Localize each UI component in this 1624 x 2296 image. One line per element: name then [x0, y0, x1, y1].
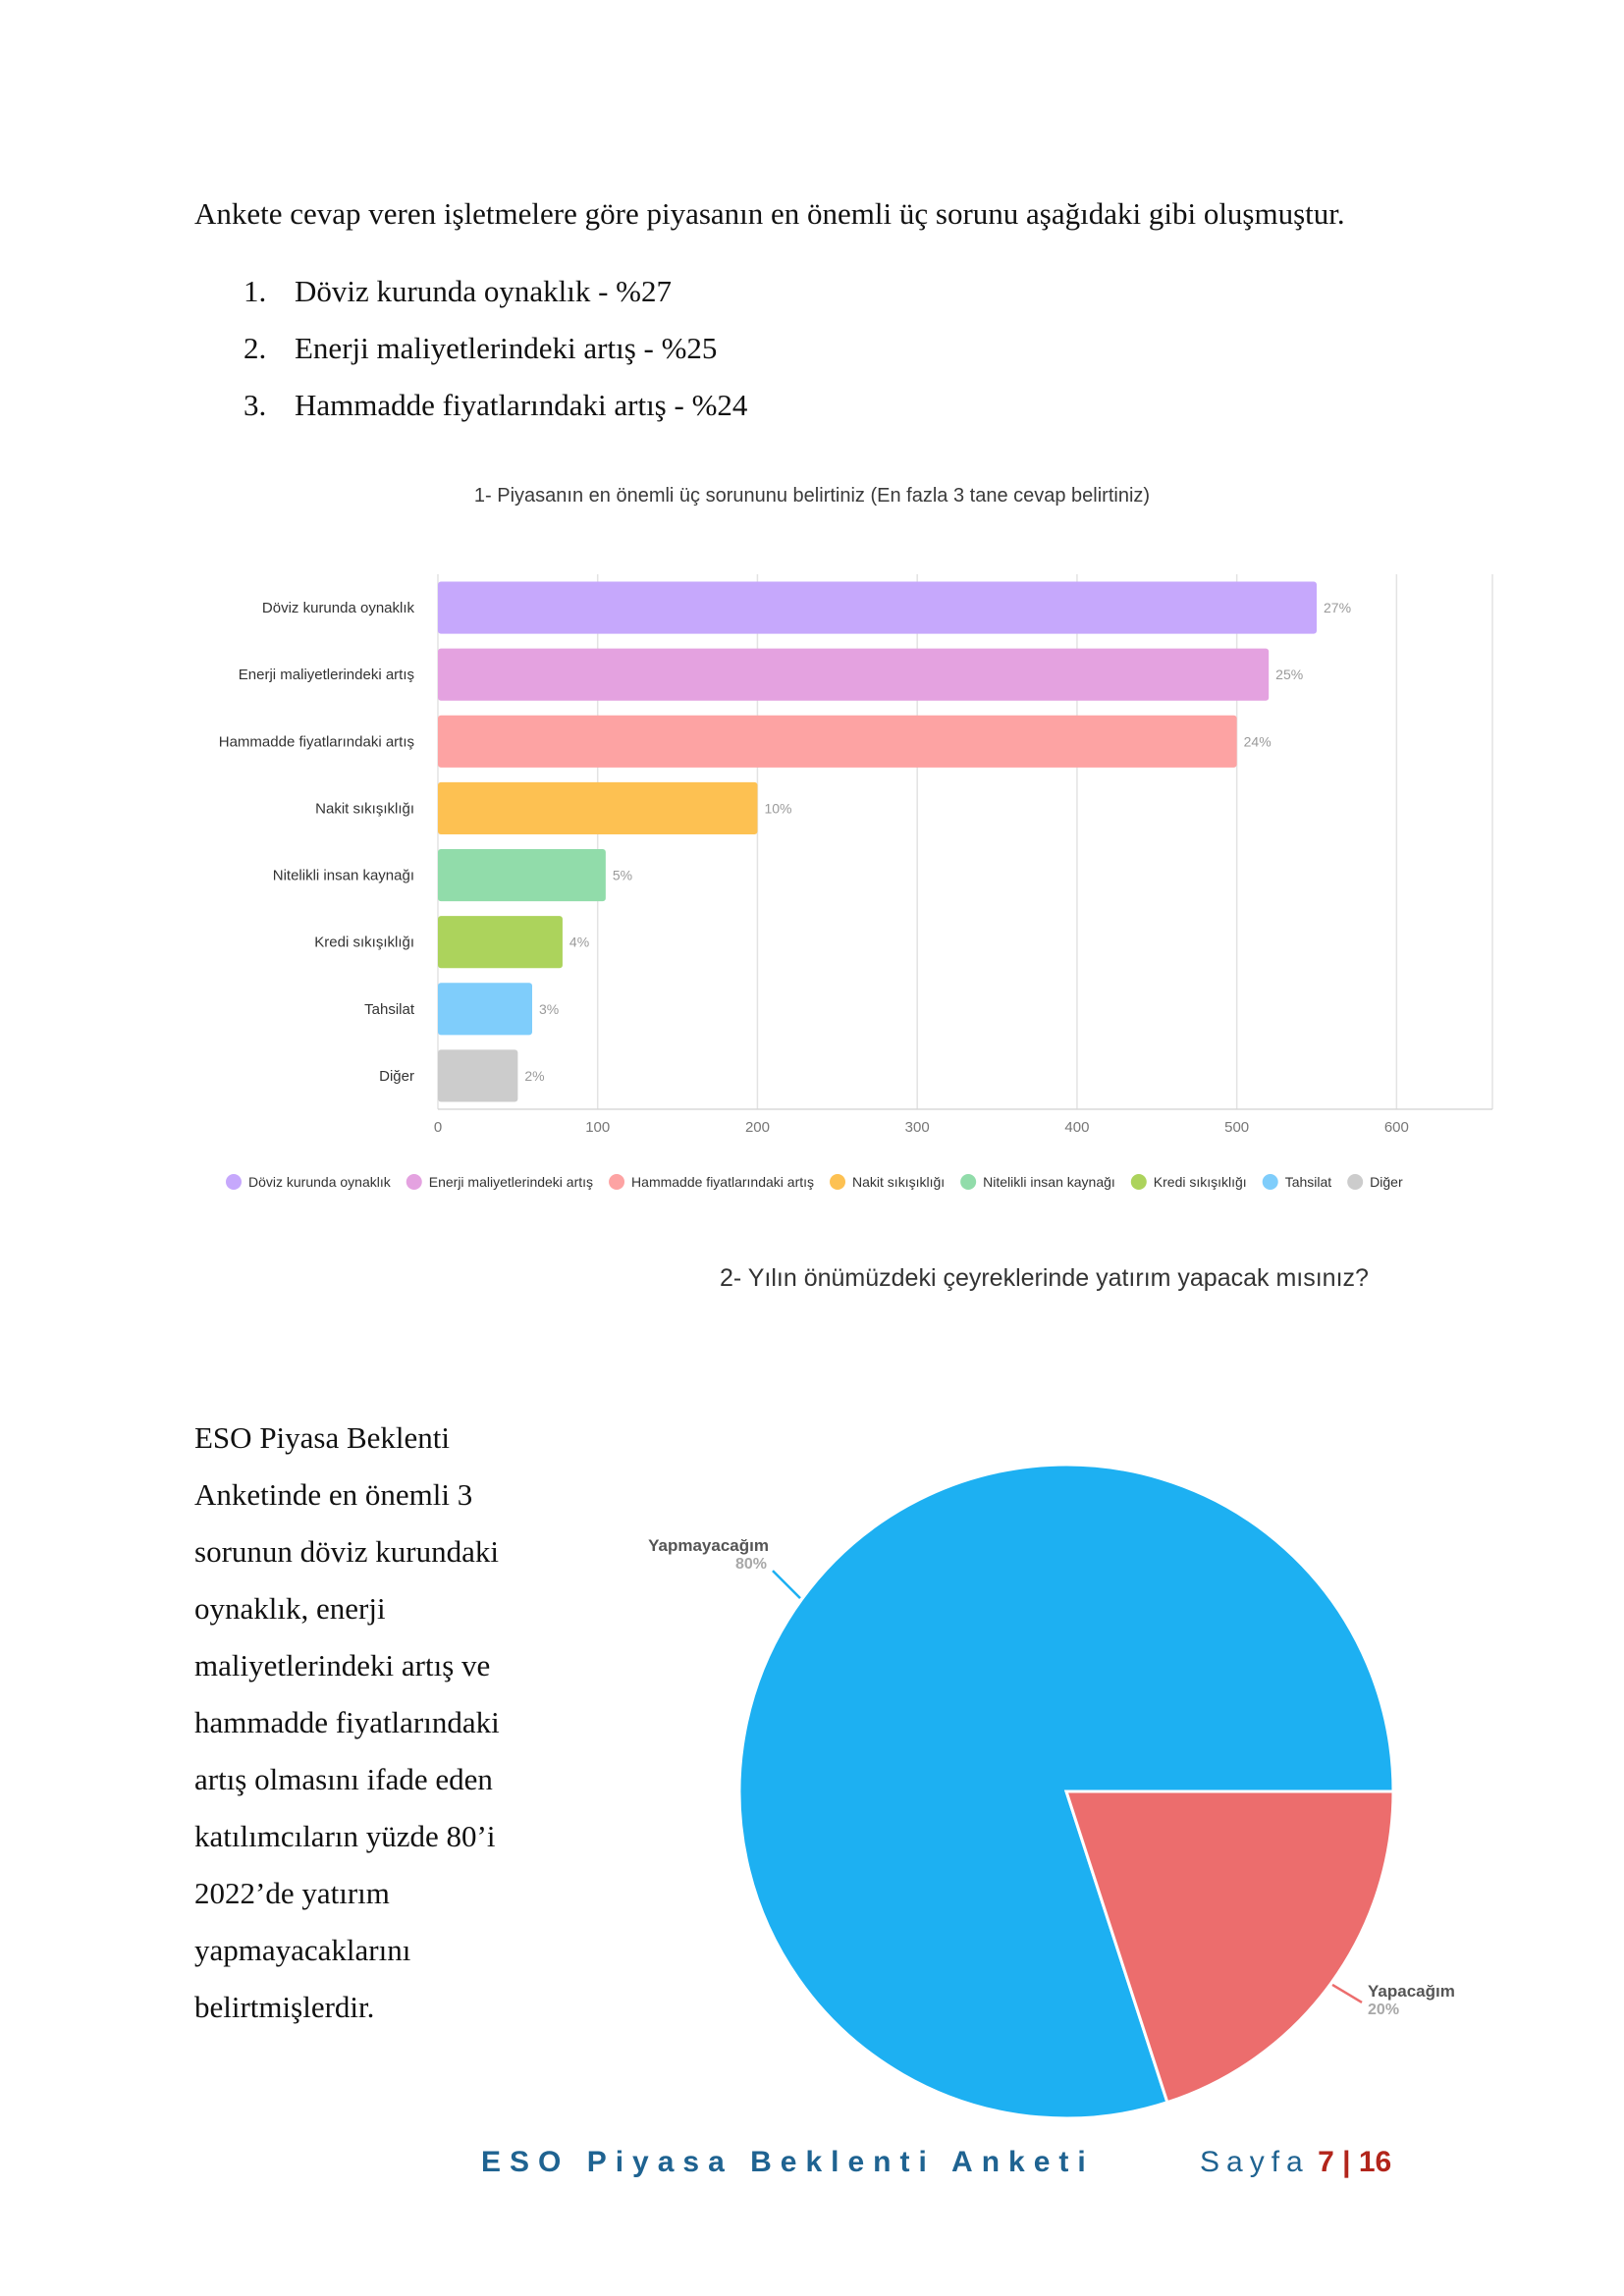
legend-entry: Nitelikli insan kaynağı — [983, 1174, 1115, 1190]
footer-separator: | — [1342, 2146, 1351, 2178]
legend-marker — [1347, 1174, 1364, 1190]
top-issues-list: 1. Döviz kurunda oynaklık - %27 2. Enerji … — [244, 270, 747, 441]
legend-marker — [830, 1174, 846, 1190]
bar — [438, 1049, 518, 1102]
data-label: 24% — [1244, 733, 1272, 749]
data-label: 10% — [764, 800, 791, 816]
x-tick-label: 0 — [434, 1119, 442, 1136]
legend-marker — [1130, 1174, 1147, 1190]
list-number: 2. — [244, 331, 267, 365]
legend-marker — [406, 1174, 422, 1190]
legend-marker — [960, 1174, 977, 1190]
bar — [438, 715, 1237, 768]
list-item: 2. Enerji maliyetlerindeki artış - %25 — [244, 327, 747, 384]
category-label: Enerji maliyetlerindeki artış — [239, 667, 414, 683]
category-label: Tahsilat — [364, 1001, 415, 1018]
data-label: 2% — [524, 1068, 544, 1084]
pie-chart-title: 2- Yılın önümüzdeki çeyreklerinde yatırı… — [720, 1264, 1369, 1292]
x-tick-label: 600 — [1384, 1119, 1409, 1136]
footer-current-page: 7 — [1318, 2146, 1334, 2178]
category-label: Döviz kurunda oynaklık — [262, 600, 415, 616]
bar-chart: 0 100 200 300 400 500 600 Döviz kurunda oynaklı… — [219, 574, 1493, 1190]
legend-entry: Nakit sıkışıklığı — [852, 1174, 945, 1190]
data-label: 3% — [539, 1001, 559, 1017]
legend-entry: Hammadde fiyatlarındaki artış — [631, 1174, 814, 1190]
legend-marker — [609, 1174, 625, 1190]
data-label: 5% — [613, 868, 632, 883]
list-text: Döviz kurunda oynaklık - %27 — [295, 274, 672, 308]
category-label: Hammadde fiyatlarındaki artış — [219, 733, 414, 750]
x-tick-label: 300 — [905, 1119, 930, 1136]
bar — [438, 983, 533, 1036]
leader-line — [1331, 1983, 1363, 2003]
x-tick-label: 400 — [1064, 1119, 1089, 1136]
data-label: 4% — [569, 934, 589, 950]
footer-page-number: Sayfa 7 | 16 — [1200, 2146, 1391, 2179]
x-tick-label: 100 — [585, 1119, 610, 1136]
pie-slice — [1063, 1789, 1395, 2105]
legend-entry: Döviz kurunda oynaklık — [248, 1174, 392, 1190]
footer-page-label: Sayfa — [1200, 2146, 1310, 2178]
slice-label: Yapmayacağım — [648, 1536, 769, 1555]
legend-entry: Enerji maliyetlerindeki artış — [429, 1174, 593, 1190]
bar — [438, 916, 563, 969]
leader-line — [772, 1570, 801, 1599]
data-label: 27% — [1324, 600, 1351, 615]
slice-label: Yapacağım — [1368, 1982, 1455, 2001]
list-number: 3. — [244, 388, 267, 422]
category-label: Nakit sıkışıklığı — [315, 800, 414, 817]
legend-entry: Tahsilat — [1285, 1174, 1332, 1190]
x-tick-label: 500 — [1224, 1119, 1249, 1136]
slice-percent-label: 80% — [735, 1556, 767, 1573]
data-label: 25% — [1275, 667, 1303, 682]
bar — [438, 848, 606, 902]
bar — [438, 581, 1317, 634]
bar — [438, 781, 758, 835]
bar — [438, 648, 1270, 701]
intro-paragraph: Ankete cevap veren işletmelere göre piya… — [194, 196, 1345, 231]
footer-title: ESO Piyasa Beklenti Anketi — [481, 2146, 1095, 2178]
bar-chart-title: 1- Piyasanın en önemli üç sorununu belir… — [473, 485, 1151, 507]
category-label: Diğer — [379, 1068, 414, 1085]
category-label: Kredi sıkışıklığı — [314, 934, 414, 951]
slice-percent-label: 20% — [1368, 2002, 1399, 2018]
side-paragraph: ESO Piyasa Beklenti Anketinde en önemli … — [194, 1420, 500, 2024]
list-text: Hammadde fiyatlarındaki artış - %24 — [295, 388, 748, 422]
legend-entry: Kredi sıkışıklığı — [1154, 1174, 1247, 1190]
list-item: 3. Hammadde fiyatlarındaki artış - %24 — [244, 384, 747, 441]
list-number: 1. — [244, 274, 267, 308]
list-item: 1. Döviz kurunda oynaklık - %27 — [244, 270, 747, 327]
legend-entry: Diğer — [1370, 1174, 1403, 1190]
list-text: Enerji maliyetlerindeki artış - %25 — [295, 331, 718, 365]
footer-total-pages: 16 — [1358, 2146, 1392, 2178]
pie-slice — [737, 1463, 1395, 2120]
x-tick-label: 200 — [745, 1119, 770, 1136]
category-label: Nitelikli insan kaynağı — [273, 868, 414, 884]
legend-marker — [1262, 1174, 1278, 1190]
legend-marker — [226, 1174, 242, 1190]
